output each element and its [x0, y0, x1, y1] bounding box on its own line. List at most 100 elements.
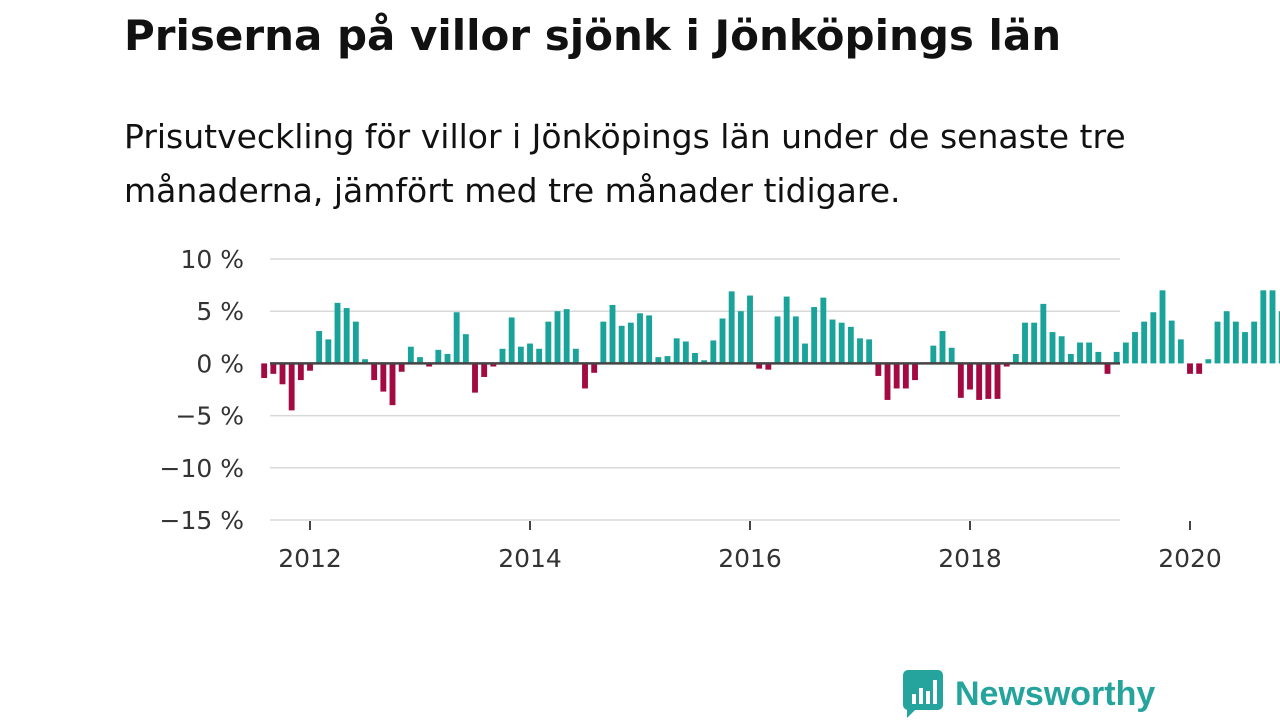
newsworthy-logo-icon — [903, 670, 943, 718]
bar — [875, 363, 882, 376]
bar — [967, 363, 973, 390]
bar — [1232, 321, 1239, 364]
bar — [288, 363, 295, 411]
bar — [499, 348, 506, 364]
bar — [893, 363, 900, 389]
brand-logo: Newsworthy — [903, 670, 1155, 718]
y-tick-label: 0 % — [196, 349, 244, 378]
bar — [692, 352, 698, 364]
bar — [847, 326, 854, 364]
bar — [1132, 332, 1138, 364]
bar — [261, 363, 268, 379]
bar — [912, 363, 918, 381]
bar — [1022, 322, 1028, 364]
bar — [829, 319, 836, 364]
bar — [765, 363, 772, 370]
bar — [1104, 363, 1111, 374]
bar — [453, 312, 460, 364]
bar — [637, 313, 643, 364]
chart-title: Priserna på villor sjönk i Jönköpings lä… — [124, 11, 1062, 60]
bar — [792, 316, 799, 364]
bar — [1031, 322, 1038, 364]
bar — [572, 348, 579, 364]
bar — [673, 338, 680, 364]
y-tick-label: 10 % — [180, 245, 244, 274]
chart-subtitle: Prisutveckling för villor i Jönköpings l… — [124, 117, 1126, 210]
bar — [270, 363, 277, 374]
bar — [279, 363, 286, 385]
bar — [1196, 363, 1203, 374]
bar — [820, 297, 827, 364]
bar — [1049, 332, 1056, 364]
bar — [655, 357, 662, 364]
x-tick-label: 2018 — [938, 544, 1002, 573]
bar — [1012, 354, 1019, 364]
bar — [1141, 321, 1148, 364]
bar — [737, 311, 744, 364]
bar — [389, 363, 396, 406]
bar — [811, 307, 818, 364]
bar — [1095, 351, 1102, 364]
bar — [783, 296, 790, 364]
bar — [591, 363, 598, 373]
y-tick-label: 5 % — [196, 297, 244, 326]
bar — [1003, 363, 1010, 367]
x-tick-label: 2020 — [1158, 544, 1222, 573]
bar — [554, 311, 561, 364]
bar — [1223, 311, 1230, 364]
bar — [710, 340, 717, 364]
bar — [728, 291, 735, 364]
bar — [380, 363, 387, 392]
bar — [948, 347, 955, 364]
bar — [939, 331, 946, 364]
bar — [1214, 321, 1221, 364]
bar — [838, 322, 845, 364]
bar — [930, 345, 937, 364]
bar — [701, 360, 708, 364]
bar — [1260, 290, 1267, 364]
bar — [747, 295, 753, 364]
bar — [994, 363, 1001, 399]
bar — [343, 308, 350, 364]
bar — [1269, 290, 1276, 364]
bar — [985, 363, 992, 399]
bar — [774, 316, 781, 364]
bar — [1113, 351, 1120, 364]
grid-lines — [270, 258, 1120, 521]
bar — [866, 339, 873, 364]
bar — [902, 363, 909, 389]
bar — [618, 325, 625, 364]
bar — [1122, 342, 1129, 364]
x-tick-label: 2014 — [498, 544, 562, 573]
bar — [719, 318, 726, 364]
bar — [472, 363, 478, 393]
bar — [371, 363, 378, 381]
bar — [563, 309, 570, 364]
bar — [884, 363, 891, 400]
bar — [756, 363, 763, 369]
bar — [362, 359, 368, 364]
bar — [1077, 342, 1083, 364]
y-tick-label: −5 % — [175, 402, 244, 431]
x-tick-label: 2016 — [718, 544, 782, 573]
bar — [857, 338, 863, 364]
bar — [1242, 332, 1248, 364]
bar — [802, 343, 808, 364]
bar — [1067, 354, 1074, 364]
bar — [664, 356, 671, 364]
bar — [407, 346, 414, 364]
bar — [646, 315, 653, 364]
bar — [536, 348, 543, 364]
bar — [957, 363, 964, 398]
bar — [1040, 303, 1047, 364]
x-tick-label: 2012 — [278, 544, 342, 573]
bar — [1205, 359, 1212, 364]
bar — [334, 302, 341, 364]
bar — [435, 349, 442, 364]
bar — [1187, 363, 1193, 374]
bar — [1086, 342, 1093, 364]
bar — [325, 339, 332, 364]
bar — [352, 321, 359, 364]
bar — [609, 304, 616, 364]
bar — [490, 363, 497, 367]
